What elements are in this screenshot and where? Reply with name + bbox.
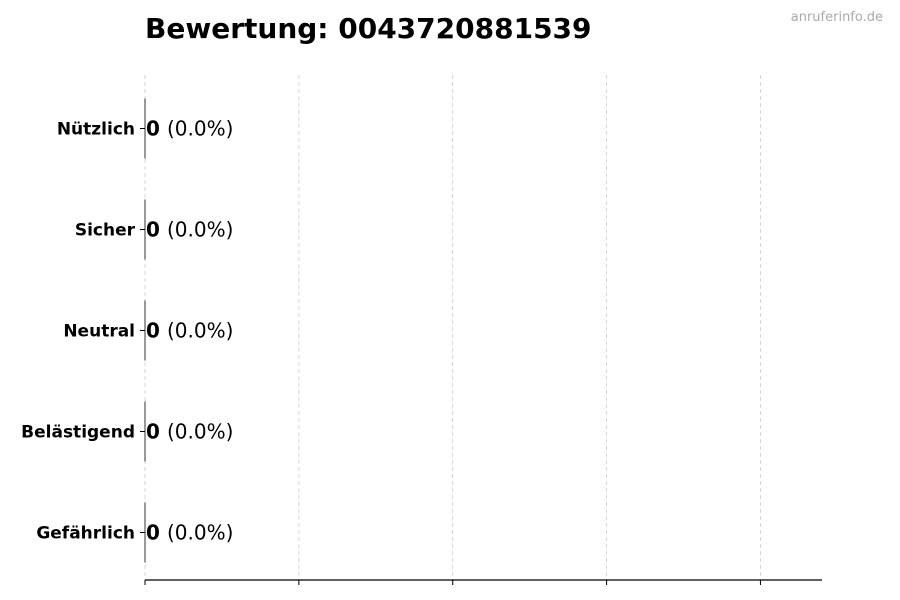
percent-label: (0.0%) [167,117,233,141]
chart-title: Bewertung: 0043720881539 [145,12,592,45]
y-tick-label: Neutral [63,322,135,342]
y-tick-label: Nützlich [57,120,135,140]
value-label: 0 [146,420,160,444]
value-label: 0 [146,521,160,545]
percent-label: (0.0%) [167,420,233,444]
watermark: anruferinfo.de [790,10,883,25]
y-tick-label: Sicher [75,221,136,241]
value-label: 0 [146,117,160,141]
y-tick-label: Belästigend [21,423,135,443]
value-label: 0 [146,218,160,242]
percent-label: (0.0%) [167,218,233,242]
y-tick-label: Gefährlich [36,524,135,544]
percent-label: (0.0%) [167,319,233,343]
value-label: 0 [146,319,160,343]
percent-label: (0.0%) [167,521,233,545]
